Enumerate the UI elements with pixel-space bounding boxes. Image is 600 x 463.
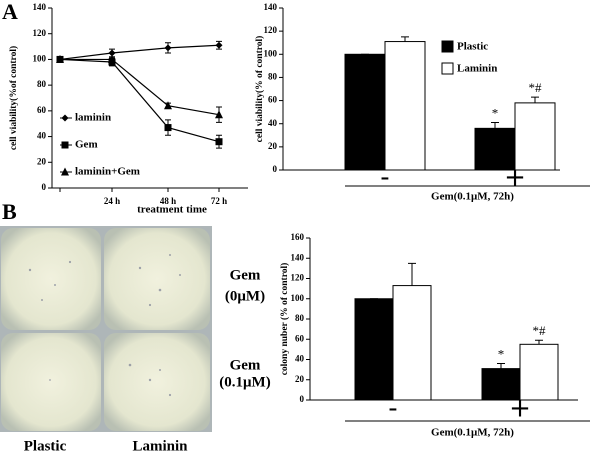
y-tick-label: 120 [264,25,278,35]
colonies [28,254,181,397]
y-tick-label: 100 [291,293,305,303]
y-tick-label: 0 [273,164,278,174]
y-axis-label: colony nuber (% of control) [279,263,290,376]
error-bar [535,339,543,345]
legend-marker [61,167,69,176]
point [215,138,223,146]
annotation: * [498,347,505,362]
y-tick-label: 120 [33,28,47,38]
legend-label: Plastic [457,41,488,53]
x-axis-label: Gem(0.1μM, 72h) [431,191,514,203]
bar [354,298,394,401]
panel-label: A [2,0,18,24]
error-bar [531,96,539,103]
legend-label: laminin+Gem [75,166,140,178]
y-tick-label: 0 [300,394,305,404]
column-label: Laminin [132,438,188,454]
x-axis-label: Gem(0.1μM, 72h) [431,427,514,439]
point [164,44,172,52]
x-tick-label: - [388,394,397,424]
y-tick-label: 0 [42,182,47,192]
row-label: (0.1μM) [219,374,270,390]
well [1,228,101,330]
y-tick-label: 20 [295,374,305,384]
well [104,228,210,330]
series-line [59,58,220,143]
y-axis-label: cell viability(%of control) [8,46,19,150]
y-axis-label: cell viability(% of control) [254,36,265,143]
bar [384,41,426,171]
legend-label: Gem [75,139,98,151]
point [108,54,116,63]
series-line [60,58,220,116]
bar [481,368,521,401]
well [1,333,101,431]
panel-label: B [2,199,17,224]
y-tick-label: 140 [291,252,305,262]
x-tick-label: + [509,394,531,424]
error-bar [401,36,409,42]
y-tick-label: 140 [33,2,47,12]
error-bar [497,363,505,369]
x-tick-label: 72 h [211,196,227,206]
y-tick-label: 20 [268,141,278,151]
annotation: *# [533,323,547,338]
annotation: *# [529,80,543,95]
y-tick-label: 100 [264,48,278,58]
row-label: Gem [230,357,261,373]
point [56,54,64,63]
y-tick-label: 80 [295,313,305,323]
bar [344,53,386,171]
legend-swatch [441,62,454,75]
y-tick-label: 20 [37,156,47,166]
legend-label: laminin [75,112,111,124]
point [164,101,172,110]
photo [0,226,212,432]
y-tick-label: 120 [291,273,305,283]
point [108,49,116,57]
error-bar [491,122,499,129]
point [215,110,223,119]
column-label: Plastic [24,438,67,454]
y-tick-label: 80 [268,71,278,81]
y-tick-label: 60 [268,95,278,105]
y-tick-label: 160 [291,232,305,242]
series-line [59,44,220,61]
bar [392,285,432,401]
y-tick-label: 40 [268,118,278,128]
y-tick-label: 60 [37,105,47,115]
bar [514,102,556,171]
row-label: (0μM) [225,288,265,304]
y-tick-label: 80 [37,79,47,89]
bar [474,127,516,171]
legend-label: Laminin [457,63,497,75]
y-tick-label: 60 [295,333,305,343]
y-tick-label: 40 [295,354,305,364]
legend-marker [61,141,69,149]
y-tick-label: 100 [33,53,47,63]
annotation: * [492,106,499,121]
x-axis-label: treatment time [137,204,207,216]
point [215,41,223,49]
x-tick-label: - [380,163,389,193]
y-tick-label: 40 [37,131,47,141]
x-tick-label: 48 h [160,196,176,206]
x-tick-label: 24 h [104,196,120,206]
legend-swatch [441,40,454,53]
well [104,333,210,431]
legend-marker [61,114,69,122]
bar [519,343,559,401]
y-tick-label: 140 [264,2,278,12]
error-bar [408,262,416,286]
row-label: Gem [230,267,261,283]
point [164,124,172,132]
